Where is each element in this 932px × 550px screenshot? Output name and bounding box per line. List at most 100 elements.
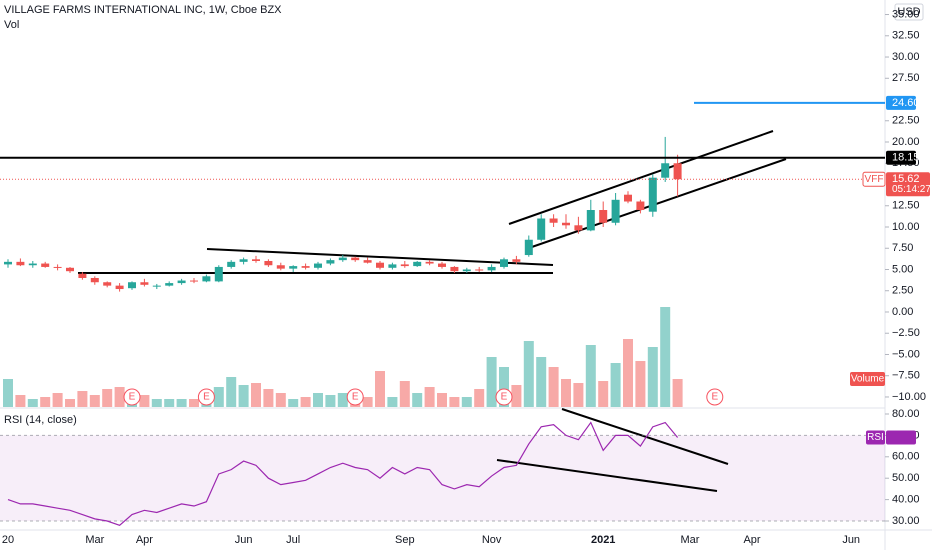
volume-bar	[461, 397, 472, 407]
volume-bar	[449, 397, 460, 407]
trend-line	[206, 248, 554, 266]
volume-bar	[27, 399, 38, 407]
volume-bar	[325, 395, 336, 407]
event-marker	[346, 388, 364, 406]
x-tick-label: Sep	[395, 534, 415, 546]
candle-body	[599, 210, 608, 223]
volume-bar	[189, 399, 199, 407]
event-marker	[706, 388, 724, 406]
volume-bar	[585, 345, 596, 407]
volume-bar	[52, 393, 63, 407]
candle-body	[128, 282, 136, 289]
y-tick-label: 5.00	[892, 263, 913, 275]
candle-body	[227, 261, 236, 267]
x-tick-label: Apr	[743, 534, 760, 546]
event-label: E	[711, 392, 718, 403]
volume-tag	[850, 372, 885, 386]
volume-bar	[139, 395, 150, 407]
volume-bar	[114, 387, 125, 407]
event-label: E	[352, 392, 359, 403]
candle-body	[549, 218, 558, 223]
candle-body	[314, 263, 322, 268]
volume-bar	[511, 385, 522, 407]
candle-body	[388, 264, 397, 268]
volume-bar	[275, 393, 286, 407]
volume-bar	[412, 393, 423, 407]
volume-bar	[213, 387, 224, 407]
currency-box[interactable]	[894, 3, 924, 21]
y-tick-label: −7.50	[892, 370, 920, 382]
candle-body	[152, 285, 161, 287]
symbol: VFF	[865, 174, 884, 185]
candle-body	[326, 260, 335, 264]
candle-body	[338, 257, 347, 261]
volume-bar	[387, 397, 398, 407]
price-level-label: 24.60	[892, 97, 920, 109]
candle-body	[202, 276, 211, 282]
event-label: E	[501, 392, 508, 403]
volume-bar	[238, 385, 249, 407]
rsi-tick-label: 30.00	[892, 515, 920, 527]
event-marker	[495, 388, 513, 406]
volume-bar	[573, 383, 584, 407]
rsi-tag-label: RSI	[867, 432, 884, 443]
candle-body	[264, 260, 273, 266]
volume-bar	[176, 399, 187, 407]
volume-bar	[89, 395, 100, 407]
trend-line	[508, 130, 774, 225]
candle-body	[252, 259, 260, 261]
rsi-tick-label: 80.00	[892, 408, 920, 420]
x-tick-label: Jun	[842, 534, 860, 546]
candle-body	[524, 239, 533, 256]
y-tick-label: 30.00	[892, 51, 920, 63]
candle-body	[475, 269, 484, 271]
y-tick-label: 22.50	[892, 115, 920, 127]
candle-body	[190, 280, 198, 282]
volume-bar	[77, 391, 88, 407]
x-tick-label: Jul	[286, 534, 300, 546]
rsi-tick-label: 60.00	[892, 451, 920, 463]
candle-body	[462, 269, 471, 272]
candle-body	[586, 210, 595, 231]
volume-bar	[3, 379, 13, 407]
chart-title: VILLAGE FARMS INTERNATIONAL INC, 1W, Cbo…	[4, 4, 282, 16]
candle-body	[438, 263, 446, 267]
candle-body	[500, 259, 508, 267]
volume-bar	[300, 397, 311, 407]
x-tick-label: Mar	[681, 534, 700, 546]
candle-body	[90, 277, 99, 283]
candle-body	[351, 257, 360, 261]
countdown: 05:14:27	[892, 184, 931, 195]
volume-bar	[65, 399, 75, 407]
candle-body	[165, 283, 174, 286]
volume-bar	[474, 389, 485, 407]
candle-body	[41, 263, 50, 267]
rsi-tick-label: 50.00	[892, 472, 920, 484]
volume-bar	[40, 397, 51, 407]
candle-body	[16, 261, 25, 266]
x-tick-label: 2021	[591, 534, 615, 546]
event-label: E	[203, 392, 210, 403]
volume-tag-label: Volume	[851, 374, 885, 385]
y-tick-label: 12.50	[892, 200, 920, 212]
volume-bar	[598, 381, 609, 407]
y-tick-label: 10.00	[892, 221, 920, 233]
x-tick-label: Mar	[85, 534, 104, 546]
volume-bar	[635, 361, 646, 407]
price-level-box	[886, 95, 916, 110]
volume-bar	[164, 399, 175, 407]
candle-body	[636, 201, 645, 211]
candle-body	[53, 266, 62, 268]
volume-bar	[499, 367, 509, 407]
volume-bar	[375, 371, 385, 407]
volume-bar	[647, 347, 658, 407]
currency[interactable]: USD	[897, 6, 920, 18]
volume-bar	[288, 399, 299, 407]
volume-bar	[623, 339, 633, 407]
rsi-title: RSI (14, close)	[4, 414, 77, 426]
candle-body	[28, 263, 37, 266]
candle-body	[661, 163, 670, 178]
candle-body	[239, 259, 248, 262]
candle-body	[276, 265, 285, 269]
volume-bar	[437, 393, 447, 407]
